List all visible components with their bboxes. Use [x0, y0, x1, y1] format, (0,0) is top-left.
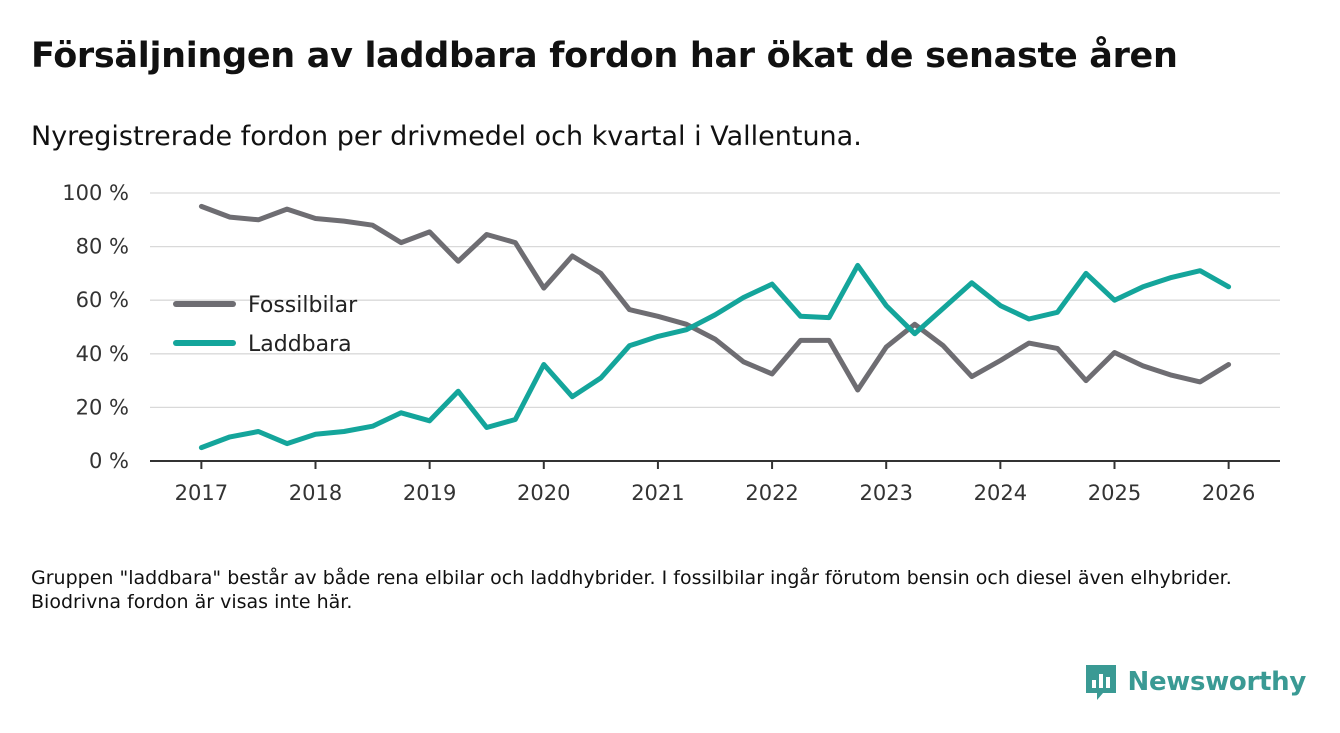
chart-footnote: Gruppen "laddbara" består av både rena e…	[31, 567, 1232, 613]
x-tick-label: 2025	[1088, 481, 1141, 505]
y-tick-label: 80 %	[76, 235, 129, 259]
brand-name: Newsworthy	[1127, 667, 1307, 697]
y-tick-label: 20 %	[76, 395, 129, 419]
series-line-laddbara	[198, 262, 1232, 451]
x-tick-label: 2022	[745, 481, 798, 505]
y-tick-label: 100 %	[62, 181, 129, 205]
x-tick-label: 2023	[859, 481, 912, 505]
x-tick-label: 2021	[631, 481, 684, 505]
series-line-fossilbilar	[198, 203, 1232, 393]
legend-label-fossilbilar: Fossilbilar	[248, 293, 358, 318]
x-tick-label: 2019	[403, 481, 456, 505]
x-tick-label: 2018	[289, 481, 342, 505]
x-tick-label: 2026	[1202, 481, 1255, 505]
chart-title: Försäljningen av laddbara fordon har öka…	[31, 36, 1178, 76]
x-tick-label: 2017	[175, 481, 228, 505]
chart-subtitle: Nyregistrerade fordon per drivmedel och …	[31, 121, 862, 152]
newsworthy-logo-icon	[1085, 665, 1116, 700]
line-chart: 0 % 20 % 40 % 60 % 80 % 100 % 2017 2018 2019 2020…	[62, 181, 1280, 505]
x-tick-label: 2024	[974, 481, 1027, 505]
y-tick-label: 0 %	[89, 449, 129, 473]
y-tick-label: 60 %	[76, 288, 129, 312]
legend-label-laddbara: Laddbara	[248, 332, 352, 357]
x-tick-label: 2020	[517, 481, 570, 505]
brand-logo: Newsworthy	[1084, 663, 1306, 701]
y-tick-label: 40 %	[76, 342, 129, 366]
